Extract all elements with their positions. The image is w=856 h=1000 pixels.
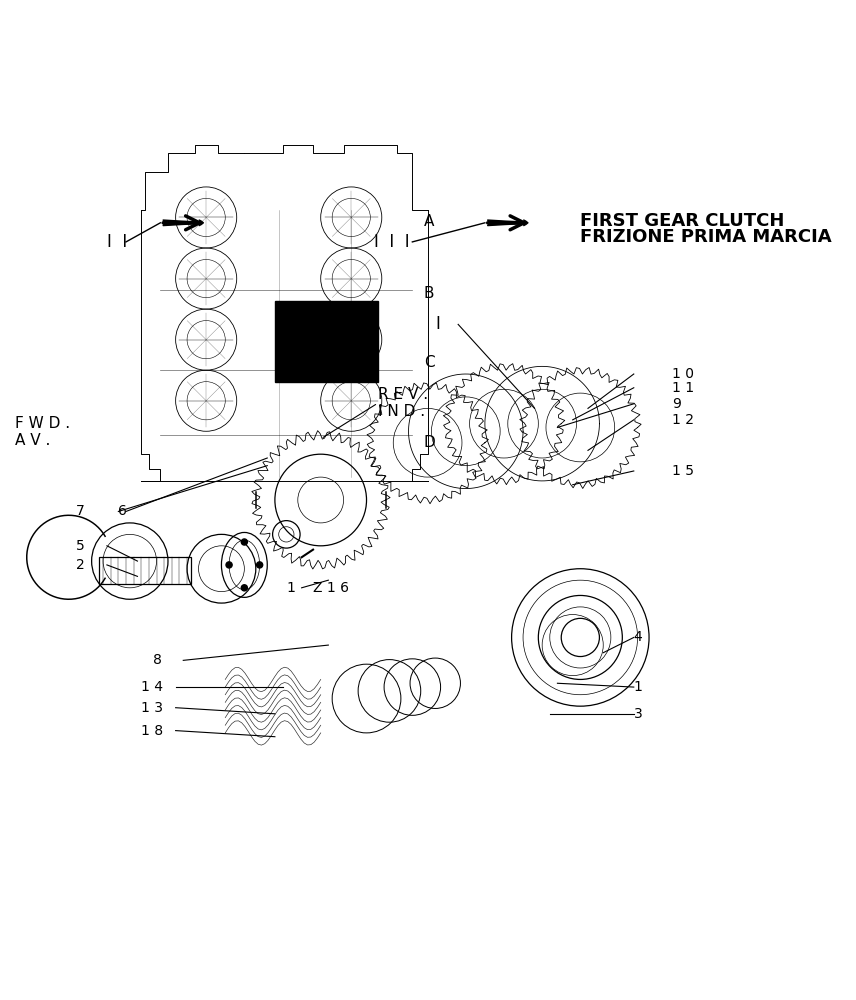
Bar xyxy=(275,301,378,382)
Circle shape xyxy=(226,562,232,568)
Circle shape xyxy=(241,585,247,591)
Text: 2: 2 xyxy=(76,558,85,572)
Text: I  I  I: I I I xyxy=(374,233,410,251)
Text: 4: 4 xyxy=(633,630,643,644)
Text: I N D .: I N D . xyxy=(378,404,425,419)
Circle shape xyxy=(257,562,263,568)
Text: 1 3: 1 3 xyxy=(141,701,163,715)
Text: I: I xyxy=(435,315,440,333)
Text: I  I: I I xyxy=(107,233,128,251)
Text: FIRST GEAR CLUTCH: FIRST GEAR CLUTCH xyxy=(580,212,785,230)
Text: 3: 3 xyxy=(633,707,643,721)
Bar xyxy=(99,557,191,584)
Text: F W D .: F W D . xyxy=(15,416,70,431)
Text: 5: 5 xyxy=(76,539,85,553)
Text: C: C xyxy=(424,355,434,370)
Text: A: A xyxy=(424,214,434,229)
Text: Z 1 6: Z 1 6 xyxy=(313,581,349,595)
Text: 1: 1 xyxy=(287,581,295,595)
Text: 9: 9 xyxy=(672,397,681,411)
Text: 1 1: 1 1 xyxy=(672,381,694,395)
Text: 1 4: 1 4 xyxy=(141,680,163,694)
Text: 6: 6 xyxy=(118,504,128,518)
Text: B: B xyxy=(424,286,434,301)
Text: 1: 1 xyxy=(633,680,643,694)
Text: FRIZIONE PRIMA MARCIA: FRIZIONE PRIMA MARCIA xyxy=(580,228,832,246)
Text: 1 0: 1 0 xyxy=(672,367,694,381)
Text: D: D xyxy=(424,435,436,450)
Text: 8: 8 xyxy=(152,653,162,667)
Text: A V .: A V . xyxy=(15,433,51,448)
Text: 7: 7 xyxy=(76,504,85,518)
Text: 1 2: 1 2 xyxy=(672,413,694,427)
Circle shape xyxy=(241,539,247,545)
Text: R E V .: R E V . xyxy=(378,387,428,402)
Text: 1 8: 1 8 xyxy=(141,724,163,738)
Text: 1 5: 1 5 xyxy=(672,464,694,478)
